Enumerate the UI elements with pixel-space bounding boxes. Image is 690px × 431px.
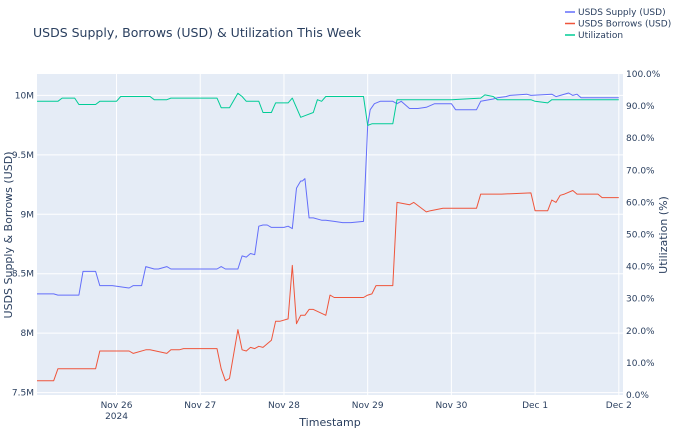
y2-tick-label: 100.0% xyxy=(626,70,661,80)
series-line-utilization xyxy=(37,92,619,126)
y-tick-label: 9.5M xyxy=(12,151,34,161)
y2-tick-label: 80.0% xyxy=(626,134,655,144)
grid-lines xyxy=(37,74,623,395)
series-line-usds-borrows-usd xyxy=(37,190,619,382)
x-tick-sublabel: 2024 xyxy=(105,412,128,422)
x-tick-label: Nov 29 xyxy=(352,401,384,411)
y-tick-label: 8.5M xyxy=(12,270,34,280)
x-tick-label: Nov 27 xyxy=(184,401,216,411)
y2-tick-label: 40.0% xyxy=(626,263,655,273)
y-tick-label: 8M xyxy=(21,329,35,339)
legend-item[interactable]: USDS Borrows (USD) xyxy=(565,20,671,30)
legend-label: Utilization xyxy=(578,31,623,41)
y2-axis-title: Utilization (%) xyxy=(657,196,670,274)
legend-label: USDS Supply (USD) xyxy=(578,8,666,18)
x-tick-label: Dec 1 xyxy=(522,401,548,411)
y2-tick-label: 70.0% xyxy=(626,166,655,176)
chart-title: USDS Supply, Borrows (USD) & Utilization… xyxy=(33,25,362,40)
y-tick-label: 9M xyxy=(21,210,35,220)
legend-item[interactable]: USDS Supply (USD) xyxy=(565,8,666,18)
y2-tick-label: 0.0% xyxy=(626,391,649,401)
series-lines xyxy=(37,92,619,382)
legend[interactable]: USDS Supply (USD) USDS Borrows (USD)Utili… xyxy=(565,8,671,41)
y-axis-title: USDS Supply & Borrows (USD) xyxy=(2,152,15,319)
y2-tick-label: 90.0% xyxy=(626,102,655,112)
y2-tick-label: 60.0% xyxy=(626,198,655,208)
x-tick-label: Nov 30 xyxy=(435,401,467,411)
series-line-usds-supply-usd xyxy=(37,92,619,296)
legend-item[interactable]: Utilization xyxy=(565,31,623,41)
y-tick-label: 10M xyxy=(15,91,34,101)
y2-tick-labels: 0.0% 10.0% 20.0% 30.0% 40.0% 50.0% 60.0% 70.0% 8… xyxy=(626,70,661,401)
x-tick-label: Nov 26 xyxy=(101,401,133,411)
y2-tick-label: 30.0% xyxy=(626,295,655,305)
x-tick-label: Nov 28 xyxy=(268,401,300,411)
y2-tick-label: 10.0% xyxy=(626,359,655,369)
y-tick-labels: 7.5M 8M 8.5M 9M 9.5M 10M xyxy=(12,91,34,398)
x-tick-label: Dec 2 xyxy=(606,401,632,411)
y2-tick-label: 50.0% xyxy=(626,231,655,241)
y2-tick-label: 20.0% xyxy=(626,327,655,337)
x-axis-title: Timestamp xyxy=(298,416,360,429)
legend-label: USDS Borrows (USD) xyxy=(578,20,671,30)
y-tick-label: 7.5M xyxy=(12,389,34,399)
plot-area xyxy=(37,74,623,395)
